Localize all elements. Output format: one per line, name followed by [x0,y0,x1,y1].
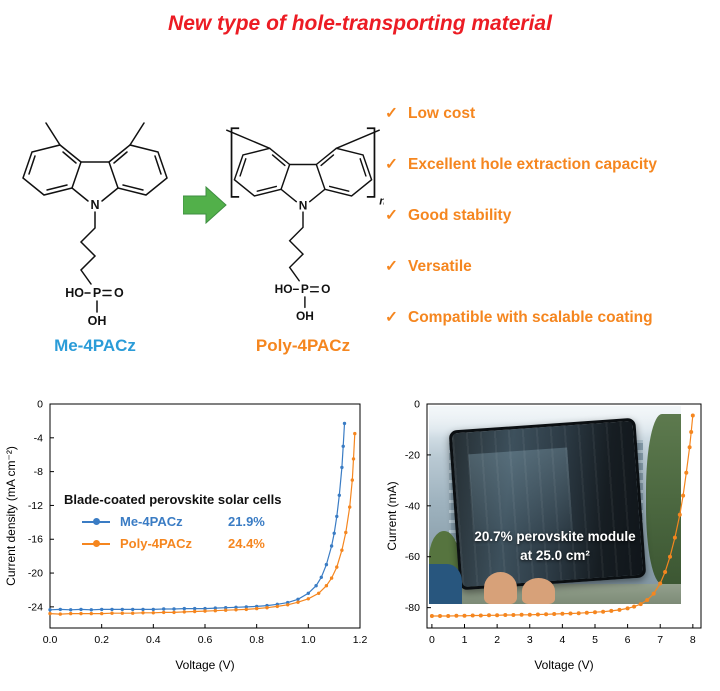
svg-text:7: 7 [657,634,663,646]
check-icon: ✓ [385,258,398,275]
o-atom: O [114,286,124,300]
reaction-arrow [183,186,227,224]
series-swatch [82,540,110,547]
feature-list: ✓ Low cost ✓ Excellent hole extraction c… [385,104,715,359]
svg-text:Current (mA): Current (mA) [385,481,399,550]
carbazole-skeleton [226,129,380,309]
feature-item: ✓ Compatible with scalable coating [385,308,715,328]
ho-group: HO [275,282,293,296]
svg-text:4: 4 [559,634,565,646]
atom-labels: N HO P O OH [65,198,124,328]
check-icon: ✓ [385,207,398,224]
svg-text:0.8: 0.8 [249,634,264,646]
svg-text:-4: -4 [34,432,43,444]
chart-legend: Blade-coated perovskite solar cells Me-4… [64,492,281,558]
module-photo: 20.7% perovskite module at 25.0 cm² [429,406,681,604]
feature-item: ✓ Versatile [385,257,715,277]
n-atom: N [299,198,308,212]
feature-label: Low cost [408,105,476,122]
feature-label: Compatible with scalable coating [408,309,653,326]
svg-text:1.0: 1.0 [301,634,316,646]
caption-line2: at 25.0 cm² [520,547,590,563]
photo-caption: 20.7% perovskite module at 25.0 cm² [429,527,681,565]
oh-group: OH [88,314,107,328]
series-efficiency: 24.4% [228,536,265,551]
svg-text:1: 1 [462,634,468,646]
marker-dot-icon [93,540,100,547]
svg-text:1.2: 1.2 [353,634,368,646]
series-name: Me-4PACz [120,514,183,529]
svg-text:-60: -60 [405,551,420,563]
svg-text:6: 6 [625,634,631,646]
jv-chart-cells: 0.0 0.2 0.4 0.6 0.8 1.0 1.2 0 -4 -8 -12 -16 -20 -24 Vo… [4,399,368,673]
poly4pacz-structure: N HO P O OH n [226,127,384,323]
butyl-chain [288,211,305,282]
svg-text:-24: -24 [28,601,43,613]
caption-line1: 20.7% perovskite module [474,528,636,544]
svg-text:0.6: 0.6 [198,634,213,646]
feature-item: ✓ Excellent hole extraction capacity [385,155,715,175]
svg-text:0.4: 0.4 [146,634,161,646]
svg-text:-80: -80 [405,602,420,614]
svg-text:0: 0 [414,399,420,411]
svg-text:0: 0 [37,399,43,411]
svg-text:-12: -12 [28,500,43,512]
svg-text:-8: -8 [34,466,43,478]
svg-text:2: 2 [494,634,500,646]
butyl-chain [79,211,97,285]
series-swatch [82,518,110,525]
marker-dot-icon [93,518,100,525]
me4pacz-label: Me-4PACz [54,336,136,355]
svg-text:0.0: 0.0 [43,634,58,646]
ho-group: HO [65,286,84,300]
check-icon: ✓ [385,156,398,173]
me4pacz-structure: N HO P O OH [22,122,168,328]
svg-text:Voltage (V): Voltage (V) [534,658,593,672]
svg-text:-20: -20 [28,568,43,580]
feature-item: ✓ Low cost [385,104,715,124]
check-icon: ✓ [385,105,398,122]
feature-label: Excellent hole extraction capacity [408,156,657,173]
svg-text:8: 8 [690,634,696,646]
poly4pacz-label: Poly-4PACz [255,336,351,355]
finger [484,572,518,604]
svg-text:-16: -16 [28,534,43,546]
repeat-subscript: n [379,196,384,208]
page-title: New type of hole-transporting material [168,12,552,35]
check-icon: ✓ [385,309,398,326]
tree [645,413,681,585]
block-arrow-icon [183,186,227,224]
jv-chart-module: 0 1 2 3 4 5 6 7 8 0 -20 -40 -60 -80 Voltage (V) Current… [385,399,702,672]
atom-labels: N HO P O OH n [275,196,384,323]
carbazole-skeleton [22,122,168,313]
svg-text:Voltage (V): Voltage (V) [175,658,234,672]
svg-text:0: 0 [429,634,435,646]
svg-text:5: 5 [592,634,598,646]
feature-label: Versatile [408,258,472,275]
legend-title: Blade-coated perovskite solar cells [64,492,282,507]
feature-label: Good stability [408,207,512,224]
polymer-brackets [230,127,376,198]
oh-group: OH [296,309,314,323]
legend-row: Poly-4PACz 24.4% [64,536,281,551]
legend-row: Me-4PACz 21.9% [64,514,281,529]
p-atom: P [301,282,309,296]
series-name: Poly-4PACz [120,536,192,551]
n-atom: N [90,198,99,212]
p-atom: P [93,286,101,300]
finger [522,578,555,604]
svg-text:Current density (mA cm⁻²): Current density (mA cm⁻²) [4,446,18,586]
o-atom: O [321,282,330,296]
svg-text:-20: -20 [405,449,420,461]
svg-text:-40: -40 [405,500,420,512]
svg-text:0.2: 0.2 [94,634,109,646]
sleeve [429,564,462,604]
feature-item: ✓ Good stability [385,206,715,226]
series-efficiency: 21.9% [228,514,265,529]
svg-text:3: 3 [527,634,533,646]
